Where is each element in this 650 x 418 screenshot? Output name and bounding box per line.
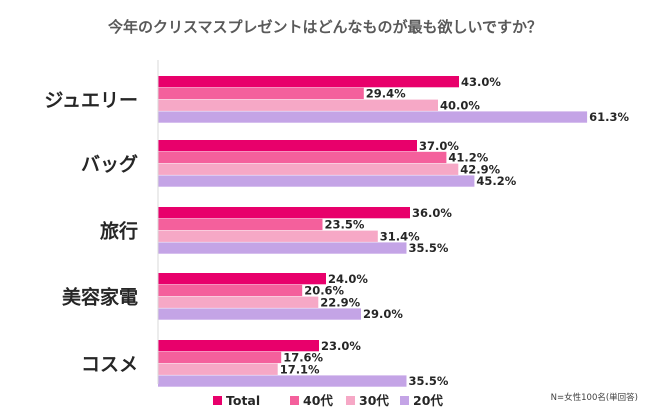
legend-label: 30代 [359,393,389,408]
data-label: 35.5% [409,374,449,388]
category-label: ジュエリー [44,90,138,112]
bar [158,207,410,219]
data-label: 43.0% [461,75,501,89]
bar [158,99,438,111]
legend-label: Total [226,393,260,408]
chart-title: 今年のクリスマスプレゼントはどんなものが最も欲しいですか？ [107,18,542,36]
data-label: 36.0% [412,206,452,220]
data-label: 23.0% [321,339,361,353]
legend-swatch [400,396,409,405]
data-label: 40.0% [440,98,480,112]
bar [158,375,407,387]
bar [158,140,417,152]
bar [158,273,326,285]
data-label: 29.0% [363,307,403,321]
data-label: 45.2% [476,174,516,188]
bar [158,284,303,297]
bar [158,351,282,364]
data-label: 31.4% [380,229,420,243]
data-label: 35.5% [409,241,449,255]
bar [158,87,364,100]
data-label: 61.3% [589,110,629,124]
bar [158,111,588,123]
legend-label: 20代 [413,393,443,408]
bar [158,230,378,242]
bar [158,151,447,164]
bar [158,76,459,88]
bar [158,308,361,320]
category-label: バッグ [81,153,138,176]
data-label: 41.2% [448,151,488,165]
category-label: 美容家電 [62,286,138,309]
bar [158,296,319,308]
sample-note: N=女性100名(単回答) [551,392,638,403]
bar [158,218,323,231]
category-label: コスメ [81,354,138,376]
data-label: 23.5% [325,218,365,232]
data-label: 24.0% [328,272,368,286]
data-label: 29.4% [366,87,406,101]
data-label: 17.6% [283,351,323,365]
bar [158,163,459,175]
bar [158,340,319,352]
legend-label: 40代 [303,393,333,408]
legend-swatch [213,396,222,405]
bar [158,175,475,187]
data-label: 17.1% [280,362,320,376]
data-label: 20.6% [304,284,344,298]
bar [158,363,278,375]
legend-swatch [290,396,299,405]
category-label: 旅行 [100,220,138,243]
data-label: 37.0% [419,139,459,153]
data-label: 22.9% [320,295,360,309]
data-label: 42.9% [460,162,500,176]
plot-area: ジュエリー 43.0% 29.4% 40.0% 61.3% バッグ 37.0%41.2%42… [44,75,629,388]
legend: Total 40代 30代 20代 [213,393,443,408]
bar [158,242,407,254]
legend-swatch [346,396,355,405]
